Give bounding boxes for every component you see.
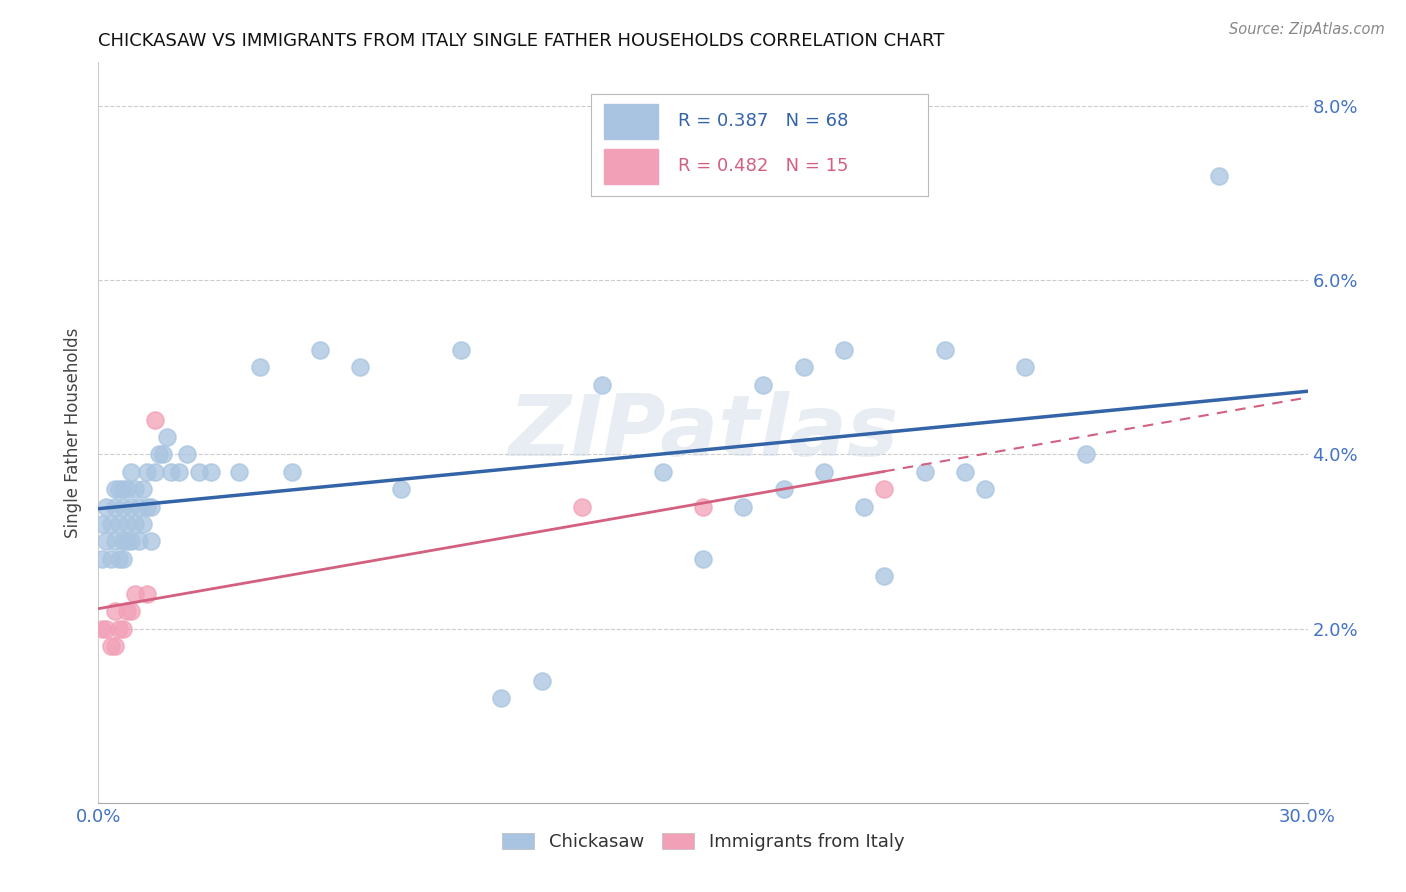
Y-axis label: Single Father Households: Single Father Households [65,327,83,538]
Point [813,465,835,479]
Text: ZIPatlas: ZIPatlas [508,391,898,475]
Point [793,360,815,375]
Text: R = 0.387   N = 68: R = 0.387 N = 68 [678,112,849,130]
Point [491,691,513,706]
Point [111,622,134,636]
Text: CHICKASAW VS IMMIGRANTS FROM ITALY SINGLE FATHER HOUSEHOLDS CORRELATION CHART: CHICKASAW VS IMMIGRANTS FROM ITALY SINGL… [98,32,945,50]
Point [96,500,118,514]
Point [111,482,134,496]
Point [176,447,198,461]
Point [152,447,174,461]
Point [148,447,170,461]
Point [132,517,155,532]
Point [100,517,122,532]
Point [128,534,150,549]
Point [135,587,157,601]
Point [96,534,118,549]
Point [139,534,162,549]
Point [107,622,129,636]
Point [120,465,142,479]
Point [772,482,794,496]
Point [103,500,125,514]
Point [692,500,714,514]
Point [91,622,114,636]
Point [530,673,553,688]
Point [111,534,134,549]
Point [124,482,146,496]
Point [1208,169,1230,183]
Point [349,360,371,375]
Point [281,465,304,479]
Point [249,360,271,375]
Point [139,500,162,514]
Point [974,482,997,496]
Point [91,552,114,566]
Point [103,482,125,496]
Point [124,587,146,601]
Point [107,552,129,566]
Point [111,552,134,566]
Point [188,465,211,479]
Point [135,500,157,514]
Point [873,569,896,583]
Point [115,517,138,532]
Point [571,500,593,514]
Point [103,534,125,549]
Point [389,482,412,496]
Point [103,604,125,618]
Point [103,639,125,653]
Point [1014,360,1036,375]
Point [1074,447,1097,461]
Point [143,412,166,426]
Point [115,604,138,618]
Point [160,465,183,479]
Point [143,465,166,479]
Point [120,500,142,514]
Point [309,343,332,357]
Point [853,500,876,514]
Point [914,465,936,479]
Text: R = 0.482   N = 15: R = 0.482 N = 15 [678,158,849,176]
Point [873,482,896,496]
Point [733,500,755,514]
Point [156,430,179,444]
Legend: Chickasaw, Immigrants from Italy: Chickasaw, Immigrants from Italy [492,824,914,861]
Point [111,500,134,514]
Bar [605,149,658,184]
Bar [605,104,658,139]
Point [228,465,250,479]
Point [135,465,157,479]
Point [91,517,114,532]
Text: Source: ZipAtlas.com: Source: ZipAtlas.com [1229,22,1385,37]
Point [450,343,472,357]
Point [100,552,122,566]
Point [96,622,118,636]
Point [200,465,222,479]
Point [120,604,142,618]
Point [167,465,190,479]
Point [107,482,129,496]
Point [953,465,976,479]
Point [651,465,673,479]
Point [752,377,775,392]
Point [107,517,129,532]
Point [120,534,142,549]
Point [934,343,956,357]
Point [591,377,613,392]
Point [132,482,155,496]
Point [100,639,122,653]
Point [692,552,714,566]
Point [128,500,150,514]
Point [832,343,855,357]
Point [115,482,138,496]
Point [124,517,146,532]
Point [115,534,138,549]
